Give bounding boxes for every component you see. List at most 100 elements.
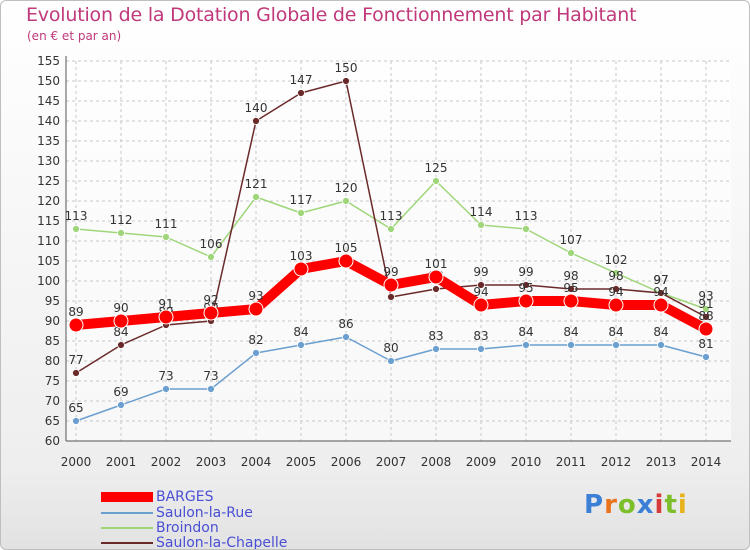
x-tick-label: 2004: [241, 455, 272, 469]
data-label: 97: [653, 273, 668, 287]
data-point: [477, 345, 485, 353]
data-point: [522, 341, 530, 349]
data-label: 95: [563, 281, 578, 295]
data-label: 125: [425, 161, 448, 175]
x-tick-label: 2006: [331, 455, 362, 469]
data-point: [162, 385, 170, 393]
y-tick-label: 135: [37, 134, 60, 148]
data-label: 99: [473, 265, 488, 279]
data-label: 94: [608, 285, 623, 299]
data-label: 95: [518, 281, 533, 295]
data-point: [72, 417, 80, 425]
x-tick-label: 2005: [286, 455, 317, 469]
data-point: [653, 297, 669, 313]
legend-label: Saulon-la-Rue: [156, 505, 253, 521]
x-tick-label: 2007: [376, 455, 407, 469]
data-label: 105: [335, 241, 358, 255]
data-label: 103: [290, 249, 313, 263]
data-point: [567, 341, 575, 349]
data-point: [387, 293, 395, 301]
data-point: [612, 269, 620, 277]
y-tick-label: 85: [45, 334, 60, 348]
data-point: [432, 177, 440, 185]
data-label: 114: [470, 205, 493, 219]
y-tick-label: 90: [45, 314, 60, 328]
data-label: 83: [473, 329, 488, 343]
data-label: 101: [425, 257, 448, 271]
data-point: [207, 385, 215, 393]
plot-area: [66, 61, 731, 441]
data-label: 107: [560, 233, 583, 247]
data-label: 120: [335, 181, 358, 195]
data-label: 69: [113, 385, 128, 399]
logo-letter: r: [604, 490, 618, 520]
data-label: 106: [200, 237, 223, 251]
x-tick-label: 2003: [196, 455, 227, 469]
logo-letter: P: [584, 490, 605, 520]
data-point: [477, 281, 485, 289]
data-point: [297, 341, 305, 349]
data-point: [657, 289, 665, 297]
data-point: [608, 297, 624, 313]
y-tick-label: 70: [45, 394, 60, 408]
data-point: [432, 285, 440, 293]
x-tick-label: 2000: [61, 455, 92, 469]
y-tick-label: 105: [37, 254, 60, 268]
data-label: 102: [605, 253, 628, 267]
data-label: 73: [203, 369, 218, 383]
data-point: [657, 341, 665, 349]
x-tick-label: 2013: [646, 455, 677, 469]
logo-letter: x: [636, 490, 655, 520]
data-point: [473, 297, 489, 313]
data-label: 99: [383, 265, 398, 279]
x-tick-label: 2010: [511, 455, 542, 469]
data-point: [612, 341, 620, 349]
data-label: 93: [248, 289, 263, 303]
legend-swatch: [101, 542, 153, 544]
data-label: 84: [653, 325, 668, 339]
y-tick-label: 130: [37, 154, 60, 168]
data-point: [117, 401, 125, 409]
data-label: 140: [245, 101, 268, 115]
data-label: 113: [65, 209, 88, 223]
data-label: 147: [290, 73, 313, 87]
data-label: 86: [338, 317, 353, 331]
data-label: 65: [68, 401, 83, 415]
x-tick-label: 2011: [556, 455, 587, 469]
data-point: [158, 309, 174, 325]
data-label: 80: [383, 341, 398, 355]
data-point: [252, 117, 260, 125]
y-tick-label: 100: [37, 274, 60, 288]
data-point: [387, 225, 395, 233]
data-point: [702, 313, 710, 321]
logo-letter: t: [664, 490, 678, 520]
data-point: [477, 221, 485, 229]
data-label: 90: [113, 301, 128, 315]
data-point: [698, 321, 714, 337]
data-label: 89: [68, 305, 83, 319]
data-point: [248, 301, 264, 317]
data-label: 113: [515, 209, 538, 223]
data-point: [567, 285, 575, 293]
data-label: 121: [245, 177, 268, 191]
data-label: 99: [518, 265, 533, 279]
data-point: [383, 277, 399, 293]
data-point: [117, 229, 125, 237]
data-label: 84: [113, 325, 128, 339]
data-point: [113, 313, 129, 329]
data-point: [428, 269, 444, 285]
data-point: [702, 353, 710, 361]
data-label: 113: [380, 209, 403, 223]
y-tick-label: 155: [37, 54, 60, 68]
proxiti-logo: Proxiti: [584, 490, 688, 520]
logo-letter: i: [654, 490, 665, 520]
data-label: 98: [608, 269, 623, 283]
data-point: [567, 249, 575, 257]
data-label: 88: [698, 309, 713, 323]
y-tick-label: 95: [45, 294, 60, 308]
y-tick-label: 120: [37, 194, 60, 208]
legend-label: BARGES: [156, 489, 214, 505]
data-point: [563, 293, 579, 309]
data-point: [702, 305, 710, 313]
data-label: 84: [563, 325, 578, 339]
